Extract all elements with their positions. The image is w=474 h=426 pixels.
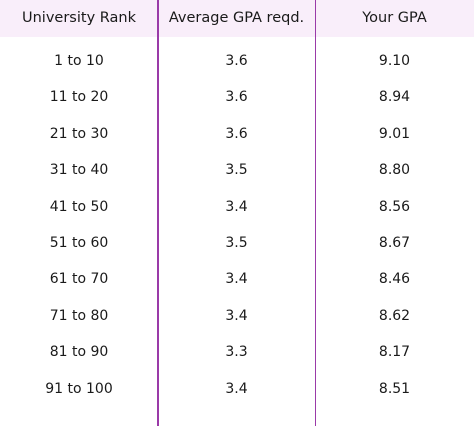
rank-cell: 51 to 60 bbox=[49, 234, 109, 251]
average-gpa-cell: 3.4 bbox=[225, 380, 248, 397]
rank-cell: 91 to 100 bbox=[45, 380, 113, 397]
column-header-average-gpa-reqd: Average GPA reqd. bbox=[168, 10, 305, 26]
rank-cell: 61 to 70 bbox=[49, 271, 109, 288]
your-gpa-cell: 9.01 bbox=[378, 125, 411, 142]
rank-cell: 71 to 80 bbox=[49, 307, 109, 324]
your-gpa-cell: 8.46 bbox=[378, 271, 411, 288]
average-gpa-cell: 3.4 bbox=[225, 271, 248, 288]
rank-cell: 1 to 10 bbox=[54, 53, 104, 69]
table-row: 41 to 50 3.4 8.56 bbox=[0, 189, 474, 225]
rank-cell: 31 to 40 bbox=[49, 162, 109, 179]
table-body: 1 to 10 3.6 9.10 11 to 20 3.6 8.94 21 to… bbox=[0, 37, 474, 407]
average-gpa-cell: 3.6 bbox=[225, 89, 248, 106]
table-row: 91 to 100 3.4 8.51 bbox=[0, 371, 474, 407]
column-header-university-rank: University Rank bbox=[22, 10, 136, 26]
rank-cell: 21 to 30 bbox=[49, 125, 109, 142]
average-gpa-cell: 3.6 bbox=[225, 53, 248, 69]
table-row: 11 to 20 3.6 8.94 bbox=[0, 79, 474, 115]
your-gpa-cell: 8.67 bbox=[378, 234, 411, 251]
your-gpa-cell: 8.56 bbox=[378, 198, 411, 215]
table-row: 31 to 40 3.5 8.80 bbox=[0, 152, 474, 188]
rank-cell: 11 to 20 bbox=[49, 89, 109, 106]
average-gpa-cell: 3.5 bbox=[225, 162, 248, 179]
rank-cell: 41 to 50 bbox=[49, 198, 109, 215]
your-gpa-cell: 8.51 bbox=[378, 380, 411, 397]
table-header-row: University Rank Average GPA reqd. Your G… bbox=[0, 0, 474, 37]
column-divider bbox=[157, 0, 159, 426]
column-divider bbox=[314, 0, 316, 426]
average-gpa-cell: 3.3 bbox=[225, 344, 248, 361]
your-gpa-cell: 8.94 bbox=[378, 89, 411, 106]
table-row: 1 to 10 3.6 9.10 bbox=[0, 43, 474, 79]
your-gpa-cell: 8.80 bbox=[378, 162, 411, 179]
table-row: 51 to 60 3.5 8.67 bbox=[0, 225, 474, 261]
your-gpa-cell: 8.17 bbox=[378, 344, 411, 361]
rank-cell: 81 to 90 bbox=[49, 344, 109, 361]
table-row: 21 to 30 3.6 9.01 bbox=[0, 116, 474, 152]
your-gpa-cell: 9.10 bbox=[378, 53, 411, 69]
table-row: 61 to 70 3.4 8.46 bbox=[0, 261, 474, 297]
your-gpa-cell: 8.62 bbox=[378, 307, 411, 324]
table-row: 81 to 90 3.3 8.17 bbox=[0, 334, 474, 370]
table-row: 71 to 80 3.4 8.62 bbox=[0, 298, 474, 334]
average-gpa-cell: 3.5 bbox=[225, 234, 248, 251]
average-gpa-cell: 3.6 bbox=[225, 125, 248, 142]
average-gpa-cell: 3.4 bbox=[225, 307, 248, 324]
average-gpa-cell: 3.4 bbox=[225, 198, 248, 215]
column-header-your-gpa: Your GPA bbox=[362, 10, 427, 26]
